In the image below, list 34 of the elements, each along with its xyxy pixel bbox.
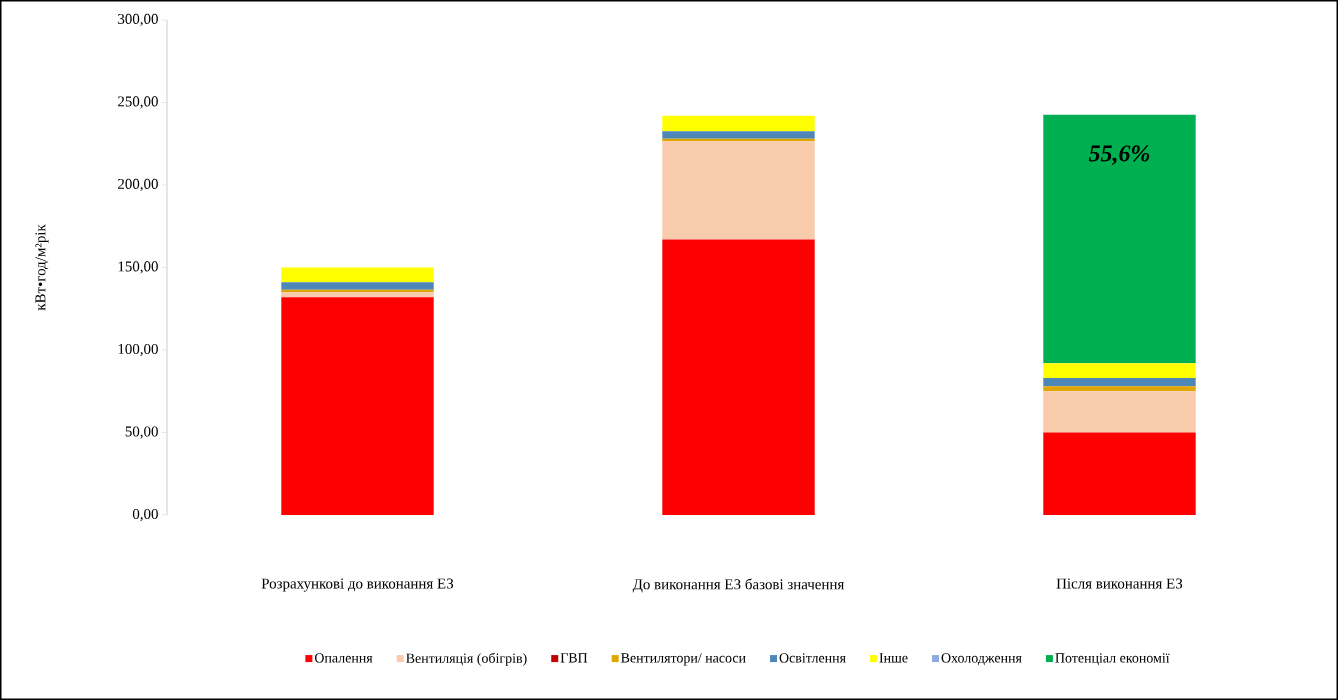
bar xyxy=(662,115,815,132)
legend-label: Вентилятори/ насоси xyxy=(621,653,746,666)
x-tick-label: Після виконання ЕЗ xyxy=(1056,578,1183,589)
bar xyxy=(662,141,815,240)
legend-label: Інше xyxy=(879,653,908,663)
x-tick-label: До виконання ЕЗ базові значення xyxy=(632,578,845,593)
y-axis-title: кВт•год/м²рік xyxy=(35,224,49,311)
bar xyxy=(1043,378,1196,387)
bar xyxy=(662,239,815,515)
legend-label: Потенціал економії xyxy=(1055,653,1170,666)
y-tick-label: 50,00 xyxy=(125,426,158,439)
y-tick-label: 0,00 xyxy=(132,508,158,522)
bar xyxy=(281,282,434,290)
legend-label: Опалення xyxy=(314,653,373,663)
legend-label: ГВП xyxy=(560,653,588,663)
bar xyxy=(281,267,434,283)
y-tick-label: 150,00 xyxy=(118,261,158,274)
legend-label: Освітлення xyxy=(779,653,846,663)
bar xyxy=(1043,386,1196,392)
bar xyxy=(281,292,434,298)
annotation: 55,6% xyxy=(1088,145,1150,165)
bar xyxy=(662,131,815,139)
bar xyxy=(1043,391,1196,433)
y-tick-label: 200,00 xyxy=(118,178,158,192)
y-tick-label: 250,00 xyxy=(118,96,158,109)
bar xyxy=(281,297,434,515)
y-tick-label: 100,00 xyxy=(118,343,158,357)
legend-label: Охолодження xyxy=(941,653,1022,666)
bar xyxy=(1043,432,1196,515)
x-tick-label: Розрахункові до виконання ЕЗ xyxy=(261,578,454,592)
bar xyxy=(1043,114,1196,364)
y-tick-label: 300,00 xyxy=(118,13,158,27)
legend-label: Вентиляція (обігрів) xyxy=(406,652,527,666)
bar xyxy=(1043,363,1196,379)
